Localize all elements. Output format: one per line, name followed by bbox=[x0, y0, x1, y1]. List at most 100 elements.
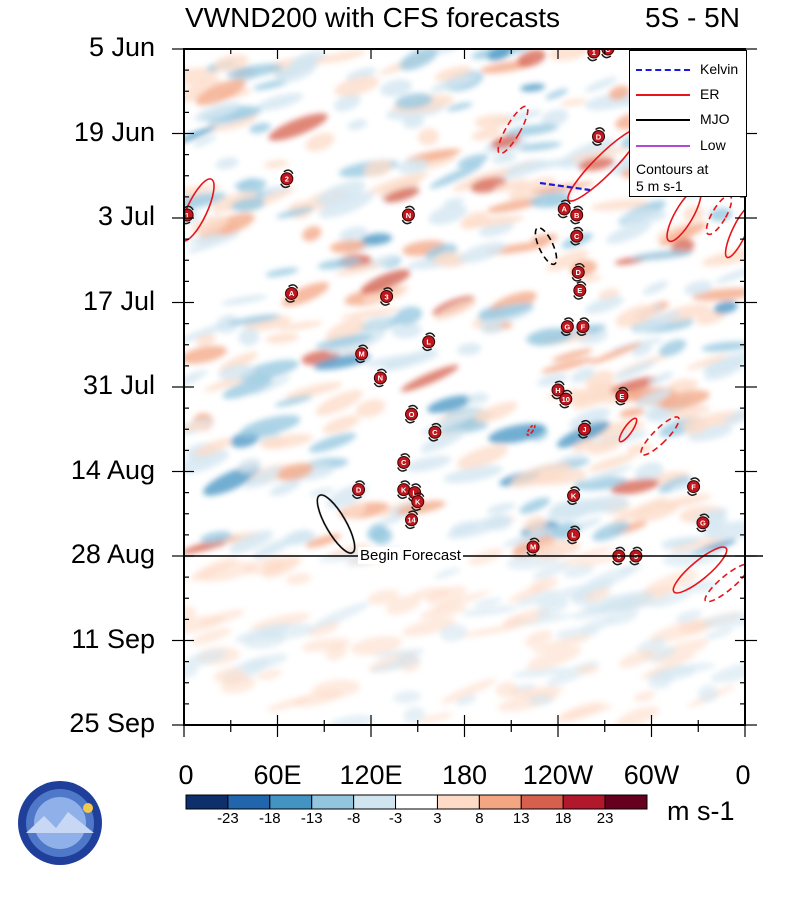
field-blob bbox=[256, 92, 304, 111]
field-blob bbox=[517, 49, 546, 67]
field-blob bbox=[598, 592, 640, 615]
storm-label: M bbox=[359, 350, 365, 359]
field-blob bbox=[191, 628, 232, 645]
field-blob bbox=[615, 706, 659, 725]
storm-marker: D bbox=[351, 480, 366, 499]
field-blob bbox=[531, 234, 558, 244]
storm-marker: N bbox=[373, 368, 388, 388]
storm-label: N bbox=[378, 374, 383, 383]
field-blob bbox=[184, 450, 230, 475]
field-blob bbox=[519, 497, 551, 514]
field-blob bbox=[710, 662, 745, 683]
field-blob bbox=[309, 487, 335, 497]
field-blob bbox=[662, 548, 721, 567]
field-blob bbox=[428, 204, 468, 225]
field-blob bbox=[194, 438, 232, 457]
field-blob bbox=[191, 215, 229, 235]
storm-label: 3 bbox=[384, 292, 388, 301]
field-blob bbox=[502, 615, 526, 625]
field-blob bbox=[435, 299, 477, 321]
field-blob bbox=[404, 455, 452, 472]
y-tick-label: 17 Jul bbox=[82, 285, 155, 316]
field-blob bbox=[582, 465, 633, 484]
field-blob bbox=[619, 407, 645, 418]
field-blob bbox=[659, 390, 710, 410]
cics-logo bbox=[18, 781, 102, 865]
field-blob bbox=[486, 242, 549, 255]
field-blob bbox=[234, 623, 290, 643]
field-blob bbox=[701, 247, 745, 267]
storm-label: C bbox=[401, 458, 407, 467]
legend-kelvin-line bbox=[636, 69, 690, 71]
field-blob bbox=[268, 113, 328, 141]
storm-marker: K bbox=[566, 486, 581, 505]
y-tick-label: 31 Jul bbox=[82, 370, 155, 400]
storm-marker: O bbox=[404, 404, 419, 424]
field-blob bbox=[184, 663, 199, 680]
field-blob bbox=[276, 207, 315, 219]
storm-label: F bbox=[691, 482, 696, 491]
field-blob bbox=[457, 154, 489, 168]
field-blob bbox=[588, 453, 636, 472]
storm-marker: 3 bbox=[379, 287, 394, 306]
field-blob bbox=[675, 609, 703, 623]
field-blob bbox=[492, 152, 517, 164]
storm-marker: C bbox=[428, 422, 442, 442]
field-blob bbox=[249, 122, 271, 134]
field-blob bbox=[363, 317, 392, 328]
field-blob bbox=[475, 401, 518, 423]
legend-note-1: Contours at bbox=[636, 161, 709, 177]
field-blob bbox=[592, 521, 630, 542]
colorbar-tick-label: 13 bbox=[512, 810, 530, 827]
field-blob bbox=[252, 538, 293, 559]
wind-anomaly-field bbox=[184, 49, 745, 725]
chart-title: VWND200 with CFS forecasts bbox=[185, 2, 560, 33]
field-blob bbox=[684, 280, 713, 296]
field-blob bbox=[277, 462, 314, 481]
field-blob bbox=[490, 134, 521, 149]
storm-label: F bbox=[581, 322, 586, 331]
field-blob bbox=[226, 63, 283, 79]
field-blob bbox=[642, 280, 669, 295]
field-blob bbox=[626, 443, 653, 455]
forecast-label: Begin Forecast bbox=[358, 547, 463, 564]
colorbar-tick-label: -3 bbox=[388, 810, 403, 827]
field-blob bbox=[391, 322, 422, 339]
field-blob bbox=[426, 585, 467, 605]
storm-label: C bbox=[432, 428, 438, 437]
field-blob bbox=[524, 516, 547, 533]
field-blob bbox=[687, 425, 734, 442]
field-blob bbox=[430, 74, 479, 92]
y-tick-label: 25 Sep bbox=[69, 708, 155, 738]
field-blob bbox=[429, 590, 491, 611]
field-blob bbox=[462, 215, 525, 228]
legend-kelvin: Kelvin bbox=[700, 61, 739, 77]
storm-label: C bbox=[574, 232, 580, 241]
storm-label: A bbox=[562, 205, 568, 214]
storm-label: O bbox=[409, 410, 415, 419]
storm-marker: J bbox=[577, 419, 592, 439]
x-tick-label: 0 bbox=[178, 760, 194, 790]
y-tick-label: 11 Sep bbox=[71, 623, 155, 654]
colorbar-tick-label: -13 bbox=[300, 810, 323, 827]
field-blob bbox=[584, 296, 624, 314]
field-blob bbox=[686, 354, 728, 370]
colorbar-tick-label: -8 bbox=[346, 810, 361, 827]
field-blob bbox=[502, 526, 560, 547]
field-blob bbox=[576, 665, 600, 674]
field-blob bbox=[639, 654, 695, 680]
storm-marker: L bbox=[421, 332, 436, 352]
legend-low-line bbox=[636, 145, 690, 147]
field-blob bbox=[432, 251, 456, 266]
field-blob bbox=[508, 584, 547, 603]
storm-marker: D bbox=[591, 127, 606, 146]
field-blob bbox=[648, 672, 673, 690]
colorbar-tick-label: -23 bbox=[217, 810, 239, 827]
field-blob bbox=[184, 184, 222, 196]
field-blob bbox=[248, 466, 283, 485]
field-blob bbox=[418, 712, 454, 723]
field-blob bbox=[420, 429, 465, 453]
field-blob bbox=[536, 585, 586, 607]
field-blob bbox=[610, 376, 659, 394]
field-blob bbox=[605, 609, 639, 626]
